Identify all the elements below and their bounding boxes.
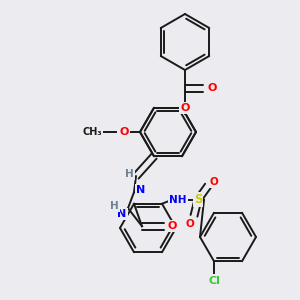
Text: N: N — [117, 209, 127, 219]
Text: O: O — [119, 127, 129, 137]
Text: H: H — [124, 169, 134, 179]
Text: O: O — [207, 83, 217, 93]
Text: O: O — [210, 177, 218, 187]
Text: O: O — [186, 219, 194, 229]
Text: O: O — [180, 103, 190, 113]
Text: Cl: Cl — [208, 276, 220, 286]
Text: S: S — [194, 193, 202, 206]
Text: H: H — [110, 201, 118, 211]
Text: NH: NH — [169, 195, 187, 205]
Text: CH₃: CH₃ — [82, 127, 102, 137]
Text: O: O — [167, 221, 177, 231]
Text: N: N — [136, 185, 146, 195]
